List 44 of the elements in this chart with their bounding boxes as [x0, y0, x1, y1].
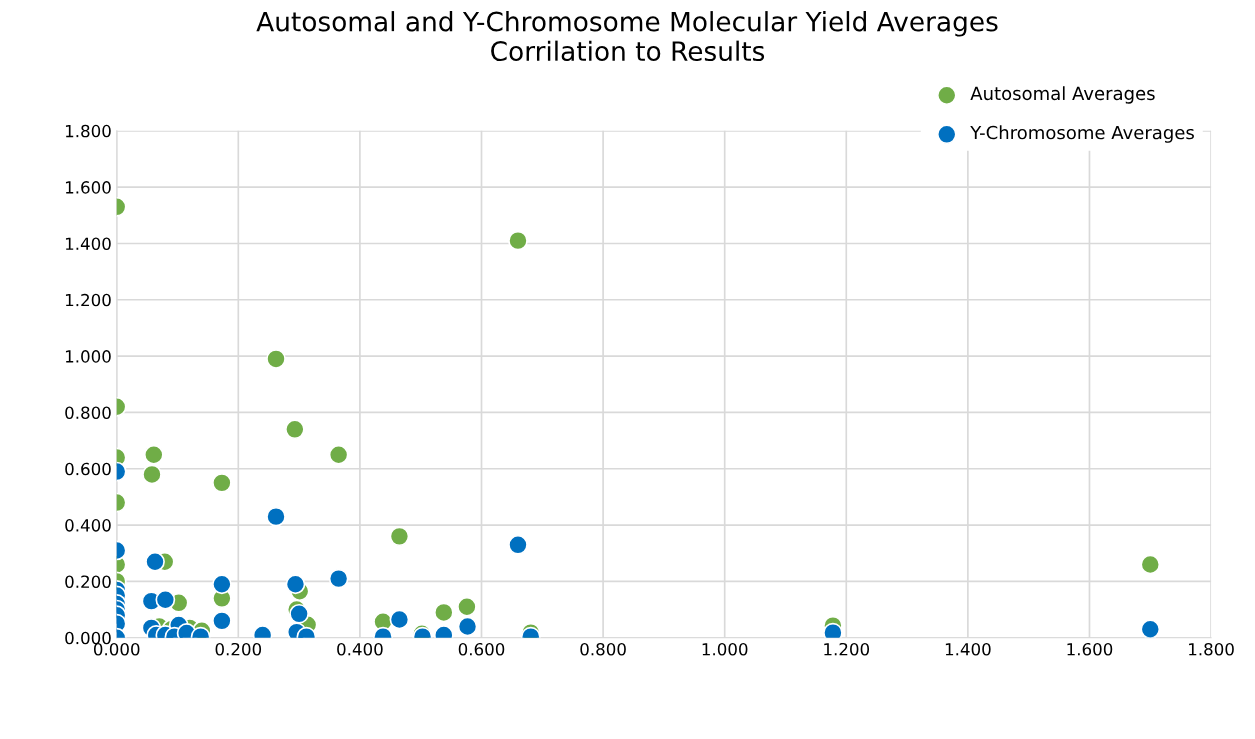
point — [433, 602, 454, 623]
x-tick-label: 0.800 — [580, 642, 626, 656]
x-tick-label: 0.400 — [337, 642, 383, 656]
point — [457, 616, 478, 637]
y-tick-label: 0.400 — [65, 519, 111, 532]
y-tick-label: 1.000 — [65, 350, 111, 363]
point — [457, 596, 477, 617]
legend-label: Autosomal Averages — [970, 86, 1155, 104]
x-tick-label: 1.600 — [1067, 642, 1113, 656]
y-tick-label: 0.200 — [65, 575, 111, 588]
point — [266, 349, 286, 369]
point — [212, 610, 232, 631]
y-tick-label: 0.600 — [65, 462, 111, 476]
point — [212, 574, 232, 595]
point — [284, 419, 305, 440]
point — [389, 526, 410, 547]
y-tick-label: 1.400 — [65, 237, 111, 251]
point — [1140, 619, 1161, 638]
y-tick-label: 1.200 — [65, 293, 111, 307]
point — [145, 551, 165, 572]
x-tick-label: 0.200 — [215, 642, 262, 656]
point — [1140, 554, 1161, 575]
point — [328, 444, 349, 465]
point — [508, 534, 528, 555]
point — [142, 464, 162, 485]
point — [143, 444, 164, 465]
point — [266, 506, 286, 527]
x-tick-label: 1.000 — [702, 642, 748, 656]
point — [389, 609, 410, 630]
legend-label: Y-Chromosome Averages — [970, 125, 1194, 143]
point — [328, 568, 349, 589]
chart-title: Autosomal and Y-Chromosome Molecular Yield Averages Corrilation to Results — [256, 11, 998, 62]
y-tick-label: 1.800 — [65, 124, 111, 138]
point — [155, 589, 176, 610]
x-tick-label: 1.400 — [945, 642, 991, 656]
point — [285, 574, 306, 595]
x-tick-label: 0.600 — [458, 642, 505, 656]
point — [508, 230, 528, 251]
y-tick-label: 0.000 — [65, 631, 111, 645]
x-tick-label: 1.800 — [1189, 642, 1234, 656]
y-tick-label: 0.800 — [65, 406, 111, 420]
y-tick-label: 1.600 — [65, 181, 111, 194]
point — [212, 472, 232, 493]
x-tick-label: 1.200 — [824, 642, 870, 656]
